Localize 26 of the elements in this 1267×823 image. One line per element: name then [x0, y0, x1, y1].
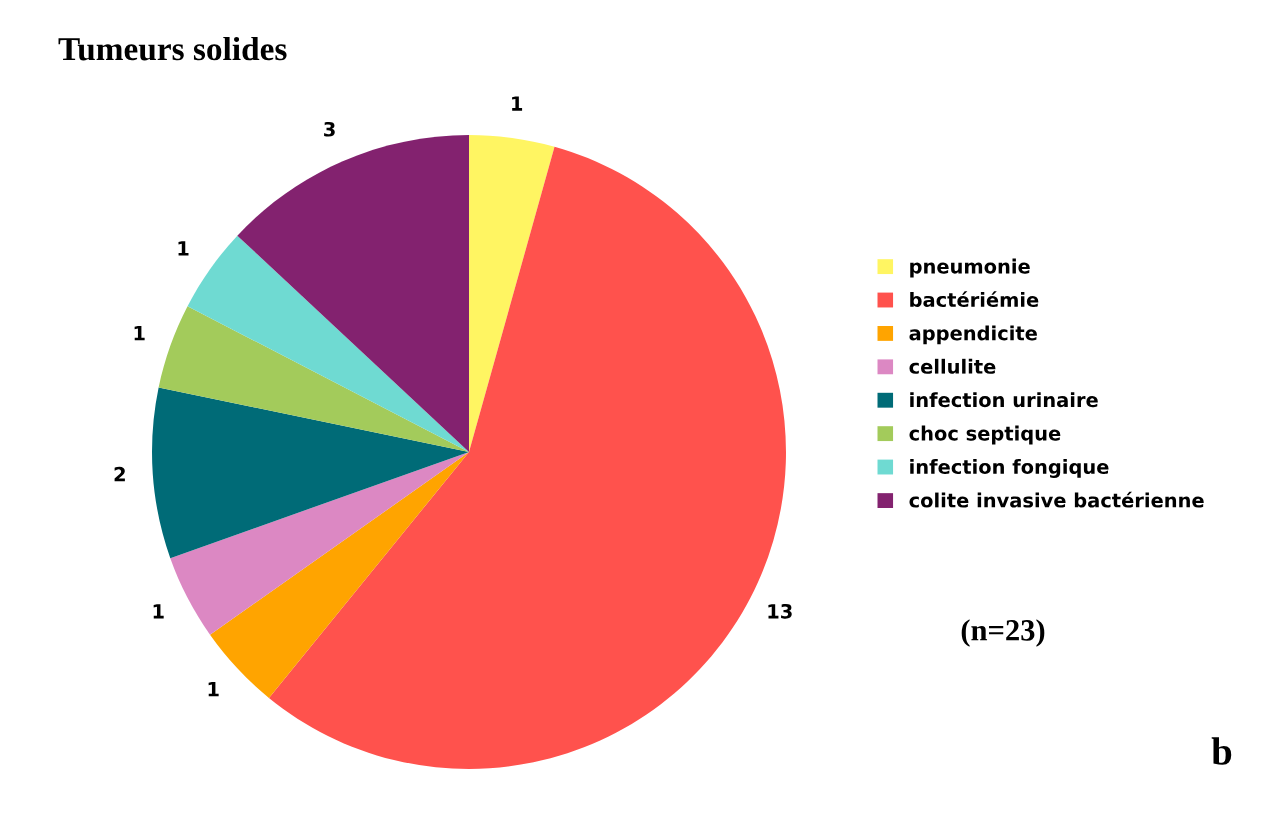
data-label: 1: [134, 325, 145, 341]
data-label: 1: [153, 604, 164, 619]
legend-label: pneumonie: [910, 258, 1030, 278]
chart-title: Tumeurs solides: [58, 36, 287, 61]
data-label: 2: [114, 466, 125, 482]
text: (n=23): [961, 619, 1045, 647]
data-label: 3: [324, 121, 335, 137]
legend-label: cellulite: [909, 358, 996, 374]
pie-slice: [237, 135, 469, 452]
pie-slice: [152, 387, 469, 559]
pie-slice: [158, 306, 469, 452]
text: b: [1211, 737, 1232, 765]
data-label: 13: [768, 603, 792, 619]
data-label: 1: [512, 96, 523, 111]
pie-slice: [170, 452, 469, 635]
data-label: 1: [178, 241, 189, 256]
legend-label: infection fongique: [910, 459, 1109, 478]
pie-slice: [469, 135, 555, 452]
legend-label: appendicite: [909, 325, 1037, 345]
legend-label: bactériémie: [910, 291, 1039, 308]
legend-label: colite invasive bactérienne: [909, 491, 1204, 508]
pie-slice: [187, 235, 469, 452]
data-label: 1: [208, 682, 219, 697]
legend-label: infection urinaire: [910, 392, 1098, 408]
pie-slice: [210, 452, 469, 698]
legend-label: choc septique: [909, 425, 1061, 445]
